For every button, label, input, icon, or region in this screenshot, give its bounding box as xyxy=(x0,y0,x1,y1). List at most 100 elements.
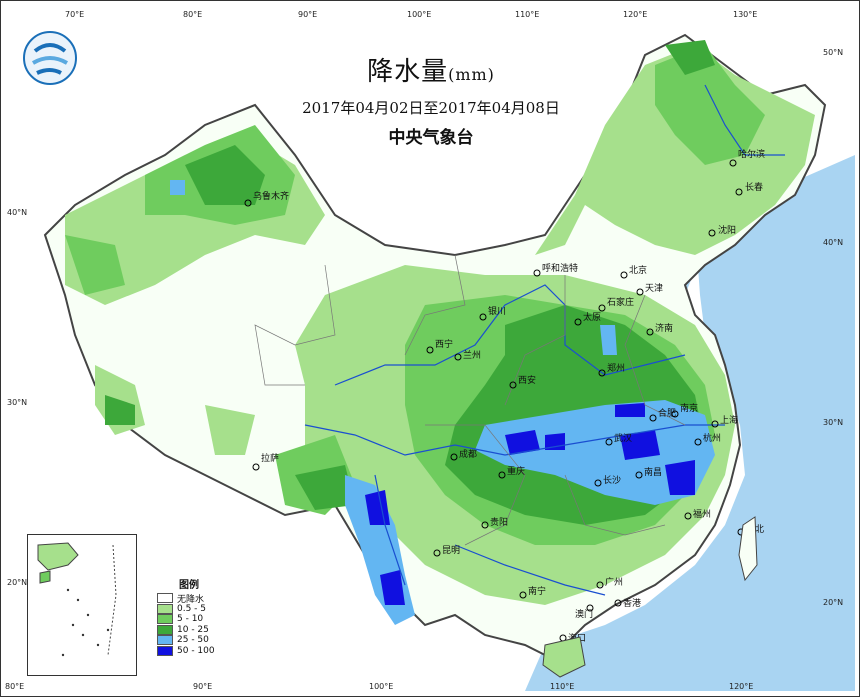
lon-tick-70: 70°E xyxy=(65,10,84,19)
legend-item-10-25: 10 - 25 xyxy=(157,624,247,636)
hainan-island xyxy=(542,636,586,678)
city-nanchang: 南昌 xyxy=(635,466,662,479)
city-chongqing: 重庆 xyxy=(498,465,525,479)
lat-tick-30-right: 30°N xyxy=(823,418,843,427)
bottom-lon-tick-100: 100°E xyxy=(369,682,393,691)
city-hohhot: 呼和浩特 xyxy=(533,262,578,277)
lon-tick-100: 100°E xyxy=(407,10,431,19)
legend-item-none: 无降水 xyxy=(157,593,247,605)
svg-text:合肥: 合肥 xyxy=(658,407,676,419)
svg-text:太原: 太原 xyxy=(583,311,601,323)
bottom-lon-tick-90: 90°E xyxy=(193,682,212,691)
city-lhasa: 拉萨 xyxy=(252,452,279,471)
svg-text:沈阳: 沈阳 xyxy=(718,224,736,236)
taiwan-island xyxy=(738,516,758,582)
bottom-lon-tick-120: 120°E xyxy=(729,682,753,691)
legend-swatch xyxy=(157,614,173,625)
organization-name: 中央气象台 xyxy=(388,128,474,148)
legend-label: 0.5 - 5 xyxy=(177,603,207,614)
city-nanning: 南宁 xyxy=(519,585,546,599)
province-borders xyxy=(254,254,686,546)
south-china-sea-inset xyxy=(27,534,137,676)
inset-map xyxy=(28,535,136,675)
city-tianjin: 天津 xyxy=(636,283,663,296)
precipitation-map: 70°E 80°E 90°E 100°E 110°E 120°E 130°E 8… xyxy=(5,5,855,691)
svg-text:长春: 长春 xyxy=(745,181,763,193)
legend-label: 5 - 10 xyxy=(177,614,204,625)
city-nanjing: 南京 xyxy=(671,402,698,418)
lat-tick-20-right: 20°N xyxy=(823,598,843,607)
svg-text:贵阳: 贵阳 xyxy=(490,516,508,528)
city-urumqi: 乌鲁木齐 xyxy=(244,190,289,207)
lat-tick-40-left: 40°N xyxy=(7,208,27,217)
svg-text:香港: 香港 xyxy=(623,597,641,609)
city-hongkong: 香港 xyxy=(614,597,641,609)
city-fuzhou: 福州 xyxy=(684,508,711,520)
lon-tick-130: 130°E xyxy=(733,10,757,19)
svg-text:石家庄: 石家庄 xyxy=(607,296,634,308)
city-hefei: 合肥 xyxy=(649,407,676,422)
city-chengdu: 成都 xyxy=(450,448,477,461)
lat-tick-20-left: 20°N xyxy=(7,578,27,587)
legend-label: 50 - 100 xyxy=(177,645,215,656)
city-zhengzhou: 郑州 xyxy=(598,362,625,377)
date-range: 2017年04月02日至2017年04月08日 xyxy=(302,99,560,117)
legend-label: 无降水 xyxy=(177,594,205,605)
svg-text:澳门: 澳门 xyxy=(575,608,593,620)
svg-text:拉萨: 拉萨 xyxy=(261,452,279,464)
city-wuhan: 武汉 xyxy=(605,432,632,446)
svg-text:西宁: 西宁 xyxy=(435,338,453,350)
lat-tick-50-right: 50°N xyxy=(823,48,843,57)
legend-swatch xyxy=(157,645,173,656)
svg-text:济南: 济南 xyxy=(655,322,673,334)
lon-tick-120: 120°E xyxy=(623,10,647,19)
legend-swatch xyxy=(157,593,173,604)
cma-logo xyxy=(23,31,77,85)
city-shenyang: 沈阳 xyxy=(708,224,736,237)
city-yinchuan: 银川 xyxy=(479,305,506,321)
svg-text:杭州: 杭州 xyxy=(703,432,721,444)
svg-text:广州: 广州 xyxy=(605,576,623,588)
city-taiyuan: 太原 xyxy=(574,311,601,326)
svg-text:武汉: 武汉 xyxy=(614,432,632,444)
legend-swatch xyxy=(157,603,173,614)
legend-label: 25 - 50 xyxy=(177,635,209,646)
city-lanzhou: 兰州 xyxy=(454,349,481,361)
map-title-text: 降水量 xyxy=(367,57,449,87)
bottom-lon-tick-80: 80°E xyxy=(5,682,24,691)
lon-tick-80: 80°E xyxy=(183,10,202,19)
svg-text:长沙: 长沙 xyxy=(603,474,621,486)
svg-text:南昌: 南昌 xyxy=(644,466,662,478)
city-harbin: 哈尔滨 xyxy=(729,148,765,167)
city-xian: 西安 xyxy=(509,374,536,389)
svg-text:呼和浩特: 呼和浩特 xyxy=(542,262,578,274)
svg-text:银川: 银川 xyxy=(488,305,506,317)
svg-text:重庆: 重庆 xyxy=(507,465,525,477)
city-jinan: 济南 xyxy=(646,322,673,336)
svg-text:北京: 北京 xyxy=(629,264,647,276)
svg-text:天津: 天津 xyxy=(645,283,663,294)
city-shijiazhuang: 石家庄 xyxy=(598,296,634,312)
map-title: 降水量(mm) xyxy=(1,51,860,88)
city-shanghai: 上海 xyxy=(711,414,738,428)
bottom-lon-tick-110: 110°E xyxy=(550,682,574,691)
svg-text:上海: 上海 xyxy=(720,414,738,426)
city-beijing: 北京 xyxy=(620,264,647,279)
lat-tick-40-right: 40°N xyxy=(823,238,843,247)
svg-text:昆明: 昆明 xyxy=(442,545,460,556)
legend-item-5-10: 5 - 10 xyxy=(157,614,247,625)
city-kunming: 昆明 xyxy=(433,545,460,557)
legend-swatch xyxy=(157,624,173,635)
svg-text:福州: 福州 xyxy=(693,508,711,520)
city-guangzhou: 广州 xyxy=(596,576,623,589)
legend-item-0-5: 0.5 - 5 xyxy=(157,603,247,615)
svg-text:成都: 成都 xyxy=(459,448,477,460)
city-guiyang: 贵阳 xyxy=(481,516,508,529)
legend-item-50-100: 50 - 100 xyxy=(157,645,247,657)
legend-item-25-50: 25 - 50 xyxy=(157,635,247,646)
lat-tick-30-left: 30°N xyxy=(7,398,27,407)
legend-swatch xyxy=(157,635,173,646)
legend: 图例 无降水 0.5 - 5 5 - 10 10 - 25 25 - 50 50… xyxy=(157,576,247,656)
legend-title: 图例 xyxy=(179,580,199,591)
